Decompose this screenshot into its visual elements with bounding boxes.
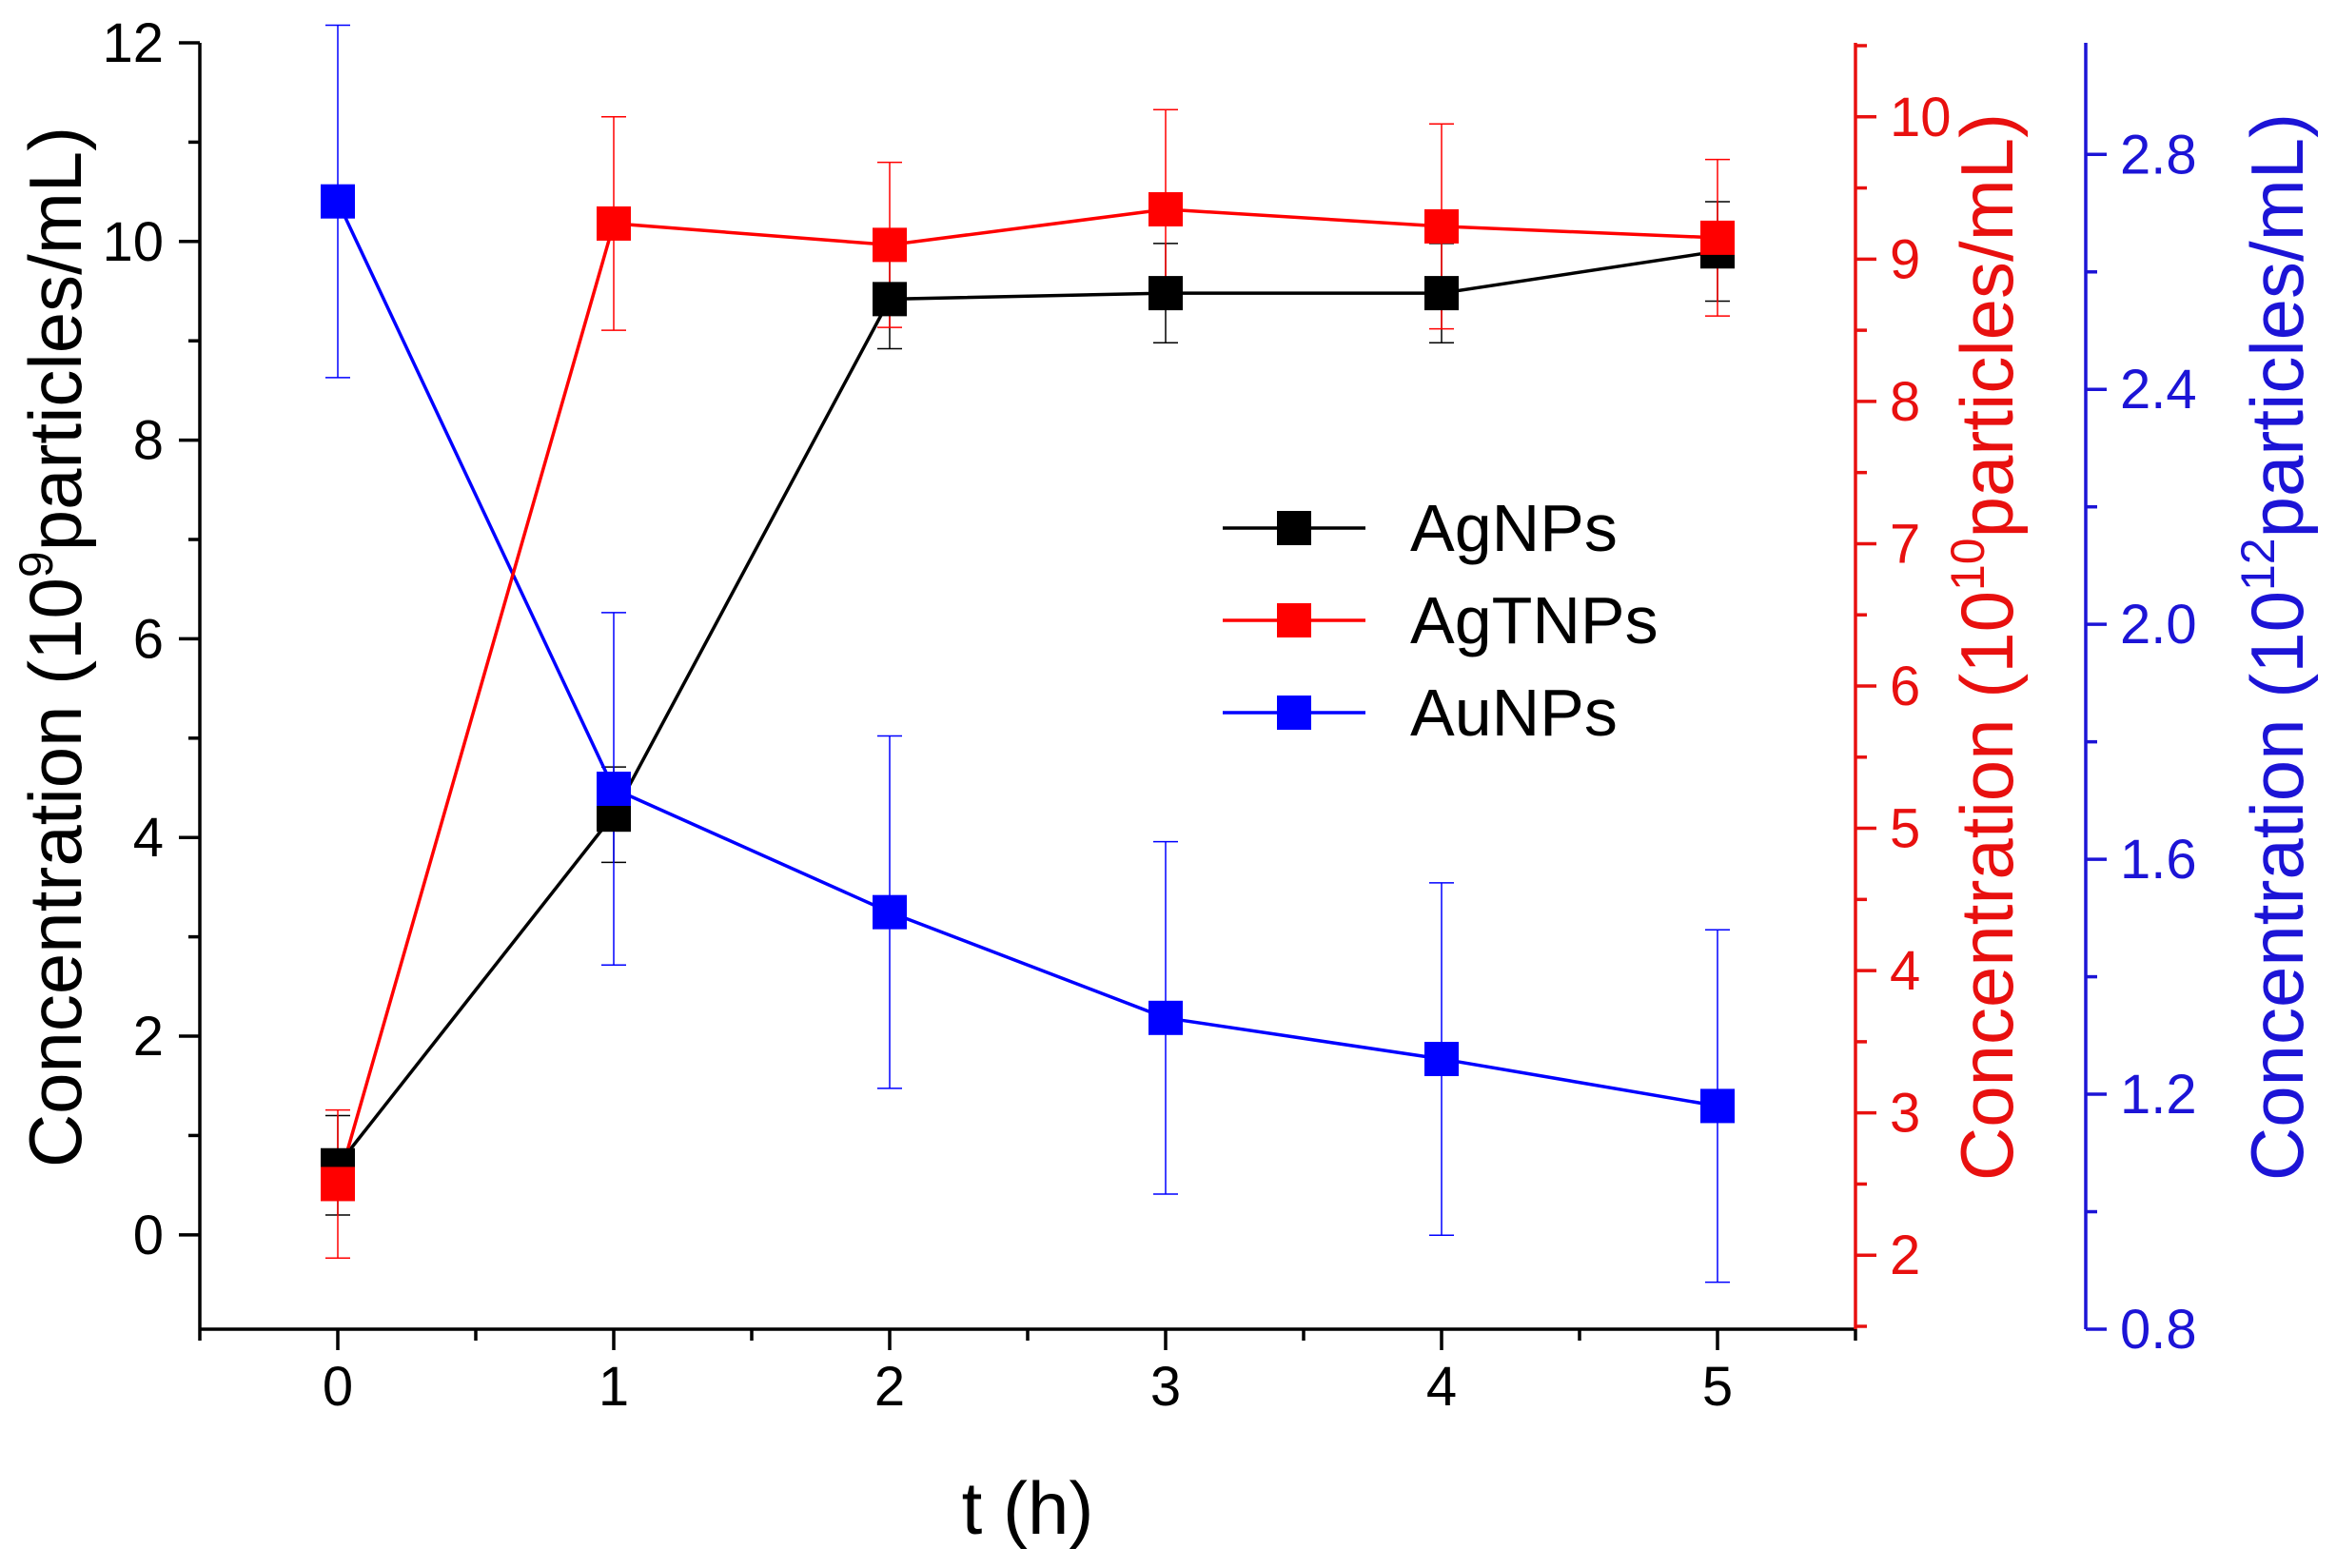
axis-title-superscript: 9: [10, 551, 63, 578]
axis-title-superscript: 10: [1941, 538, 1994, 591]
axis-titles: t (h)Concentration (109particles/mL)Conc…: [10, 113, 2319, 1550]
red-y-tick-label: 3: [1890, 1083, 1920, 1145]
x-axis-title: t (h): [962, 1466, 1094, 1550]
blue-y-tick-label: 2.8: [2120, 124, 2197, 186]
red-y-tick-label: 4: [1890, 940, 1920, 1002]
data-point: [873, 282, 907, 317]
data-point: [321, 184, 355, 219]
x-tick-label: 5: [1702, 1356, 1733, 1418]
legend: AgNPs AgTNPs AuNPs: [1223, 491, 1659, 750]
data-point: [1424, 1042, 1459, 1077]
x-tick-label: 0: [323, 1356, 353, 1418]
legend-label: AgTNPs: [1410, 583, 1659, 657]
blue-y-tick-label: 1.2: [2120, 1064, 2197, 1126]
left-y-tick-label: 4: [133, 807, 164, 869]
legend-marker: [1277, 696, 1311, 730]
red-y-tick-label: 9: [1890, 228, 1920, 290]
data-point: [1424, 276, 1459, 311]
left-y-tick-label: 0: [133, 1205, 164, 1266]
legend-label: AgNPs: [1410, 491, 1618, 565]
legend-item-AgTNPs: AgTNPs: [1223, 583, 1659, 657]
left-y-tick-label: 8: [133, 410, 164, 472]
left-y-tick-label: 6: [133, 608, 164, 670]
blue-y-tick-label: 2.4: [2120, 359, 2197, 421]
red-y-tick-label: 6: [1890, 656, 1920, 717]
markers-AgTNPs: [321, 191, 1735, 1202]
data-point: [873, 227, 907, 263]
data-point: [1148, 276, 1183, 311]
blue-y-axis-title: Concentration (1012particles/mL): [2231, 113, 2319, 1181]
series-line-AgTNPs: [336, 207, 1718, 1185]
blue-y-tick-label: 2.0: [2120, 594, 2197, 656]
axis-title-main: Concentration (10: [2235, 591, 2319, 1181]
blue-y-tick-label: 0.8: [2120, 1299, 2197, 1361]
data-point: [597, 772, 631, 807]
left-y-tick-label: 10: [102, 211, 164, 273]
left-y-axis-title: Concentration (109particles/mL): [10, 127, 97, 1167]
data-point: [597, 206, 631, 241]
data-point: [1700, 220, 1735, 255]
series-layer: [321, 24, 1735, 1284]
left-y-tick-label: 2: [133, 1006, 164, 1068]
data-point: [321, 1166, 355, 1202]
data-point: [1148, 1000, 1183, 1035]
axis-title-superscript: 12: [2231, 538, 2285, 591]
red-y-tick-label: 5: [1890, 798, 1920, 860]
legend-marker: [1277, 603, 1311, 637]
plot-frame: [198, 43, 2088, 1331]
axis-ticks: 0 1 2 3 4 502468101223456789100.81.21.62.02.4…: [102, 12, 2196, 1418]
red-y-tick-label: 7: [1890, 513, 1920, 575]
axis-title-tail: particles/mL): [2235, 113, 2319, 538]
x-tick-label: 2: [874, 1356, 905, 1418]
red-y-tick-label: 10: [1890, 87, 1952, 148]
x-tick-label: 3: [1150, 1356, 1181, 1418]
series-line-AuNPs: [336, 200, 1718, 1108]
legend-item-AuNPs: AuNPs: [1223, 676, 1618, 750]
axis-title-main: Concentration (10: [1945, 591, 2029, 1181]
series-line-AgNPs: [336, 249, 1718, 1166]
markers-AuNPs: [321, 184, 1735, 1124]
axis-title-main: Concentration (10: [13, 578, 97, 1167]
red-y-tick-label: 8: [1890, 371, 1920, 433]
left-y-tick-label: 12: [102, 12, 164, 74]
red-y-axis-title: Concentration (1010particles/mL): [1941, 113, 2029, 1181]
data-point: [1148, 191, 1183, 226]
axis-title-tail: particles/mL): [1945, 113, 2029, 538]
legend-item-AgNPs: AgNPs: [1223, 491, 1618, 565]
red-y-tick-label: 2: [1890, 1225, 1920, 1286]
legend-marker: [1277, 511, 1311, 545]
axis-title-tail: particles/mL): [13, 127, 97, 551]
x-tick-label: 1: [599, 1356, 629, 1418]
blue-y-tick-label: 1.6: [2120, 829, 2197, 891]
data-point: [1700, 1088, 1735, 1124]
x-tick-label: 4: [1426, 1356, 1457, 1418]
data-point: [873, 894, 907, 930]
legend-label: AuNPs: [1410, 676, 1618, 750]
data-point: [1424, 208, 1459, 244]
